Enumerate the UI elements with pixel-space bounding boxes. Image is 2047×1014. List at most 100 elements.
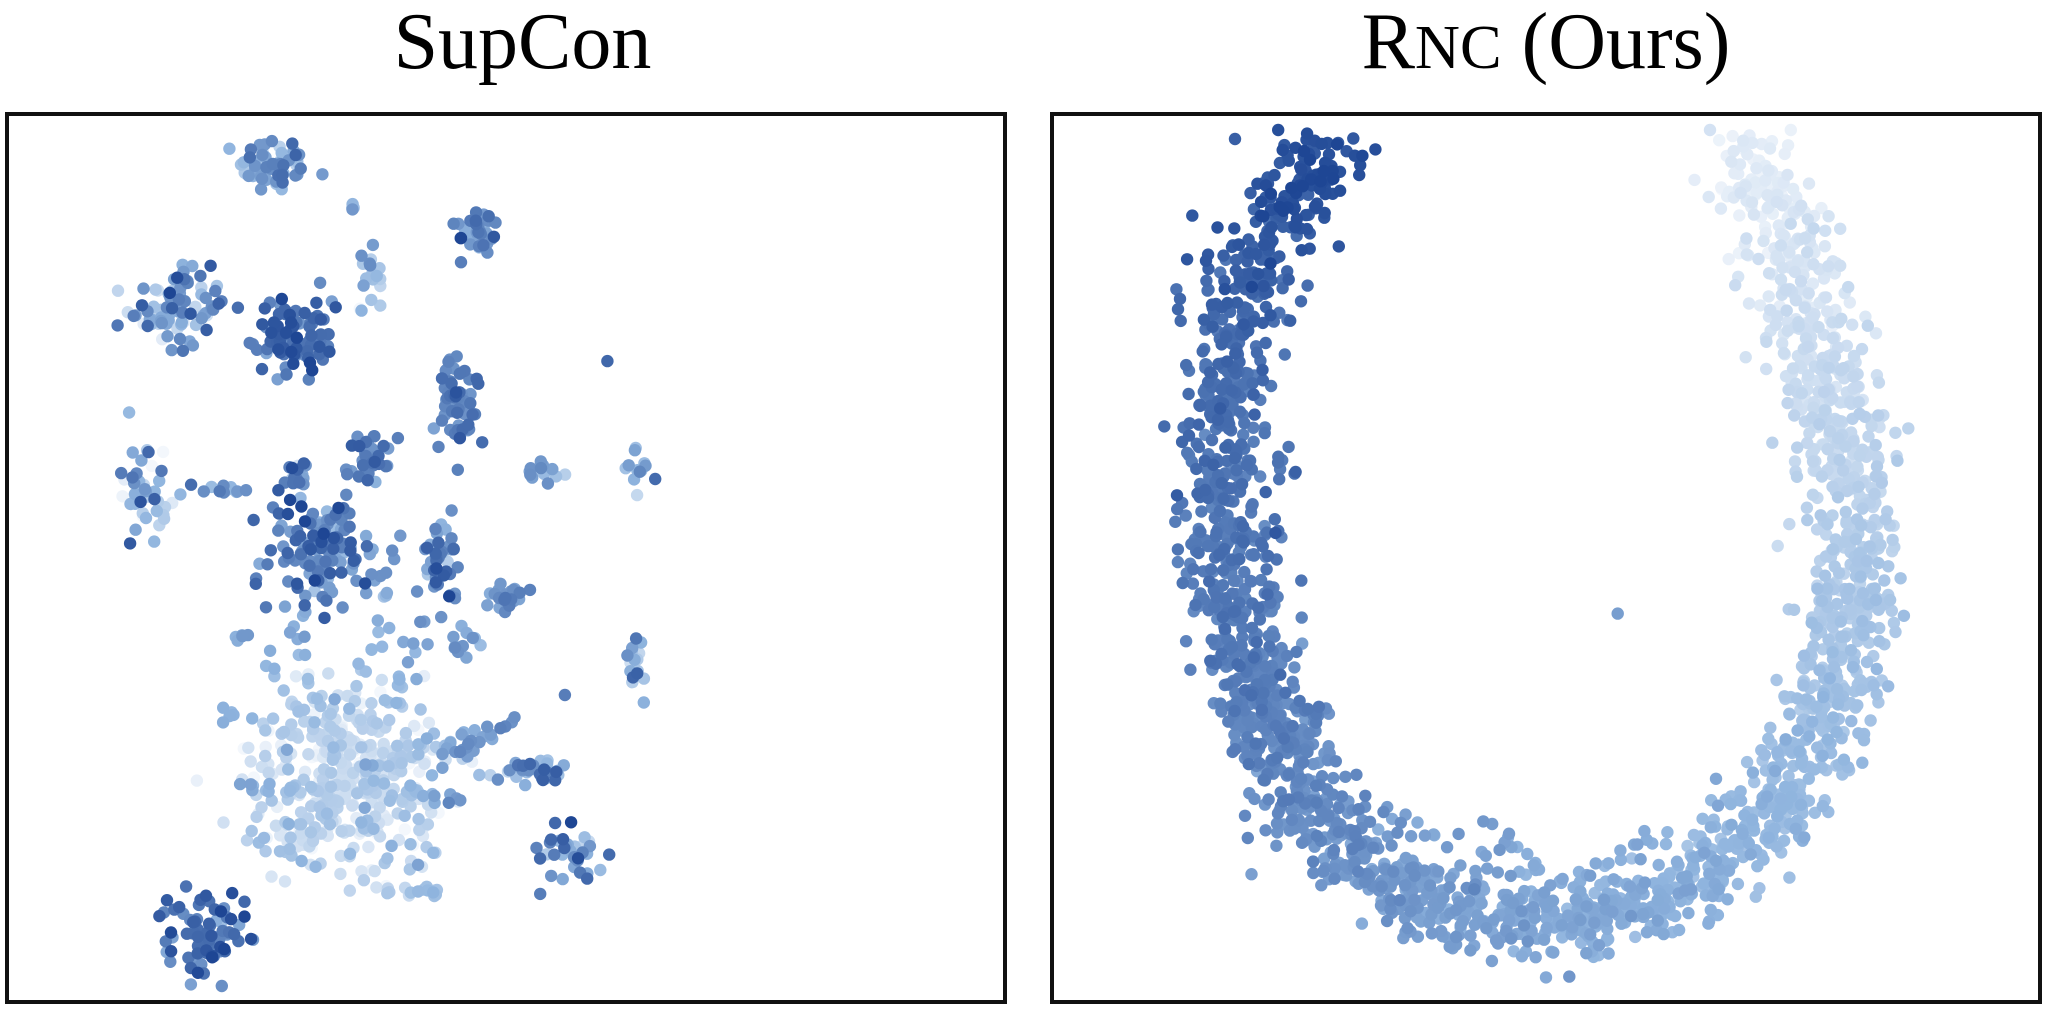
- scatter-point: [1270, 817, 1284, 830]
- scatter-point: [1237, 318, 1250, 331]
- scatter-point: [422, 716, 436, 729]
- scatter-point: [1725, 155, 1738, 168]
- scatter-point: [255, 172, 269, 185]
- scatter-point: [1566, 921, 1579, 934]
- scatter-point: [194, 269, 207, 283]
- scatter-point: [204, 259, 217, 272]
- scatter-point: [637, 696, 650, 709]
- scatter-point: [278, 875, 292, 888]
- scatter-point: [1352, 865, 1365, 878]
- scatter-point: [1711, 799, 1725, 812]
- scatter-point: [1269, 719, 1282, 733]
- scatter-point: [259, 740, 272, 754]
- scatter-point: [1244, 574, 1257, 588]
- scatter-point: [326, 753, 340, 766]
- scatter-point: [359, 529, 373, 543]
- scatter-point: [249, 577, 262, 590]
- scatter-point: [1203, 575, 1216, 588]
- scatter-point: [319, 555, 332, 568]
- scatter-point: [1855, 342, 1869, 356]
- scatter-point: [1257, 238, 1271, 251]
- scatter-point: [1883, 593, 1897, 607]
- scatter-point: [163, 286, 176, 300]
- scatter-point: [455, 728, 468, 741]
- scatter-point: [1682, 906, 1695, 920]
- scatter-point: [365, 697, 378, 710]
- scatter-point: [1867, 583, 1881, 596]
- scatter-point: [1770, 840, 1783, 853]
- scatter-point: [1249, 737, 1262, 750]
- scatter-point: [1475, 897, 1488, 910]
- scatter-point: [1847, 370, 1860, 383]
- scatter-point: [1332, 801, 1345, 815]
- scatter-point: [1256, 363, 1269, 377]
- scatter-point: [1864, 521, 1877, 534]
- scatter-point: [182, 951, 195, 964]
- scatter-point: [1278, 348, 1291, 361]
- scatter-point: [1688, 173, 1701, 187]
- scatter-point: [1418, 829, 1432, 842]
- scatter-point: [1696, 812, 1709, 825]
- scatter-point: [1862, 430, 1875, 443]
- scatter-point: [1869, 593, 1883, 607]
- scatter-point: [1252, 267, 1265, 281]
- scatter-point: [469, 214, 482, 227]
- scatter-point: [1196, 345, 1209, 358]
- scatter-point: [256, 318, 269, 331]
- scatter-point: [1201, 539, 1215, 553]
- scatter-point: [382, 760, 395, 773]
- scatter-point: [298, 306, 311, 320]
- scatter-point: [1810, 523, 1824, 536]
- scatter-point: [281, 507, 295, 521]
- scatter-point: [1651, 893, 1664, 907]
- scatter-point: [266, 712, 280, 725]
- scatter-point: [443, 590, 456, 603]
- scatter-point: [1310, 829, 1324, 843]
- scatter-point: [1817, 690, 1830, 704]
- scatter-point: [1602, 857, 1615, 870]
- scatter-point: [581, 872, 594, 885]
- scatter-point: [1830, 725, 1843, 739]
- scatter-point: [1315, 879, 1328, 892]
- scatter-point: [1803, 427, 1816, 440]
- scatter-point: [1857, 734, 1871, 747]
- scatter-point: [302, 373, 315, 386]
- scatter-point: [1247, 435, 1260, 448]
- scatter-point: [1760, 335, 1773, 348]
- scatter-point: [1238, 565, 1251, 579]
- scatter-point: [239, 484, 253, 497]
- scatter-point: [1821, 443, 1834, 456]
- scatter-point: [1713, 134, 1726, 147]
- scatter-point: [327, 531, 340, 545]
- scatter-point: [1477, 815, 1490, 828]
- scatter-point: [1294, 772, 1308, 785]
- scatter-point: [1882, 680, 1895, 693]
- scatter-point: [1286, 675, 1299, 688]
- scatter-point: [1826, 711, 1840, 724]
- scatter-point: [1289, 221, 1302, 234]
- scatter-point: [1875, 476, 1888, 489]
- scatter-point: [1804, 658, 1817, 671]
- scatter-point: [316, 168, 329, 181]
- scatter-point: [1724, 797, 1737, 811]
- scatter-point: [1257, 773, 1270, 787]
- scatter-point: [265, 870, 278, 883]
- scatter-point: [1790, 470, 1804, 483]
- scatter-point: [1868, 487, 1881, 501]
- scatter-point: [1851, 699, 1864, 712]
- scatter-point: [284, 831, 297, 844]
- scatter-point: [358, 801, 371, 814]
- scatter-point: [603, 848, 616, 861]
- scatter-point: [395, 756, 408, 770]
- scatter-point: [1449, 930, 1463, 944]
- scatter-point: [1783, 708, 1796, 721]
- scatter-point: [1391, 826, 1404, 839]
- scatter-point: [1851, 460, 1864, 473]
- scatter-point: [238, 910, 251, 923]
- scatter-point: [435, 610, 448, 624]
- scatter-point: [289, 670, 303, 683]
- scatter-point: [453, 745, 467, 759]
- scatter-point: [343, 884, 356, 897]
- scatter-point: [294, 548, 308, 561]
- scatter-point: [1317, 852, 1331, 865]
